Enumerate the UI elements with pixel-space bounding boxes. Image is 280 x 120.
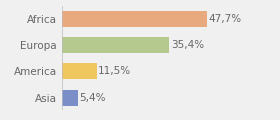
Bar [62,11,207,27]
Text: 35,4%: 35,4% [171,40,204,50]
Bar [62,63,97,79]
Text: 11,5%: 11,5% [98,66,131,76]
Text: 47,7%: 47,7% [208,14,241,24]
Bar [62,90,78,106]
Bar [62,37,169,53]
Text: 5,4%: 5,4% [80,93,106,103]
